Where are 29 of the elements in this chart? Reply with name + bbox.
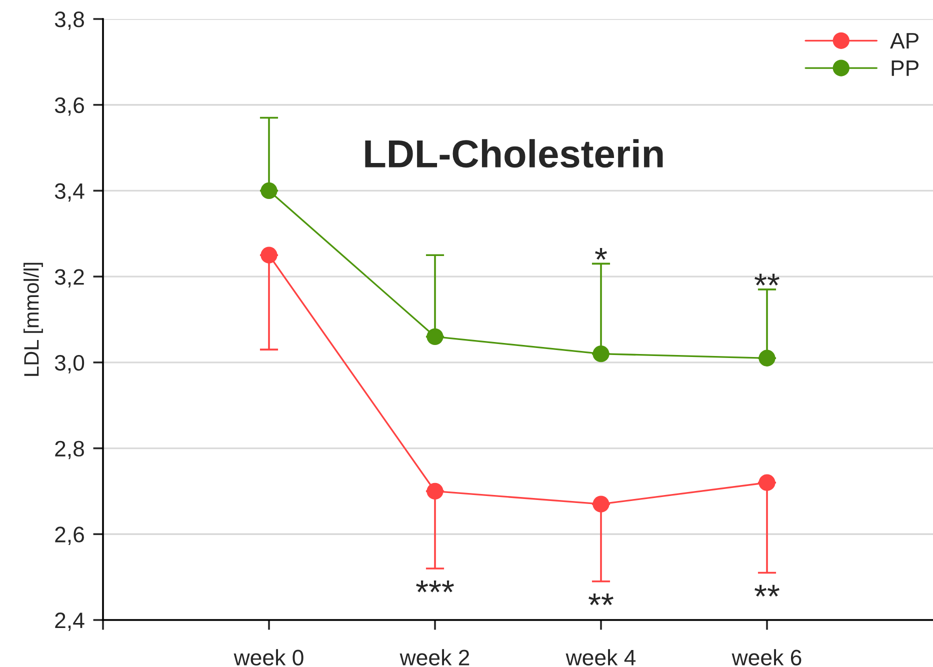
x-tick-label: week 2 <box>400 649 470 666</box>
annotation: ** <box>754 274 780 286</box>
annotation: ** <box>754 584 780 597</box>
y-tick-label: 2,8 <box>55 440 84 460</box>
point <box>426 482 444 500</box>
text: LDL-Cholesterin <box>365 139 663 168</box>
y-tick-label: 3,8 <box>54 12 84 30</box>
x-tick-label: week 4 <box>566 649 636 666</box>
legend-label: AP <box>890 33 918 48</box>
point <box>592 346 610 362</box>
point <box>592 496 610 512</box>
annotation: ** <box>588 593 614 606</box>
point <box>260 246 278 264</box>
x-tick-label: week 0 <box>234 649 304 666</box>
annotation: * <box>595 248 607 260</box>
point <box>426 328 444 346</box>
y-tick-label: 3,2 <box>54 269 84 288</box>
y-tick-label: 3,0 <box>54 354 84 374</box>
x-tick-label: week 6 <box>732 649 802 666</box>
y-axis-title: LDL [mmol/l] <box>24 262 43 376</box>
y-tick-label: 2,6 <box>55 526 84 546</box>
point <box>758 350 776 366</box>
annotation: *** <box>416 580 454 592</box>
point <box>260 182 278 200</box>
y-tick-label: 3,6 <box>54 97 84 116</box>
y-tick-label: 3,4 <box>54 183 84 202</box>
legend-label: PP <box>892 60 918 76</box>
y-tick-label: 2,4 <box>55 612 84 631</box>
point <box>758 474 776 491</box>
